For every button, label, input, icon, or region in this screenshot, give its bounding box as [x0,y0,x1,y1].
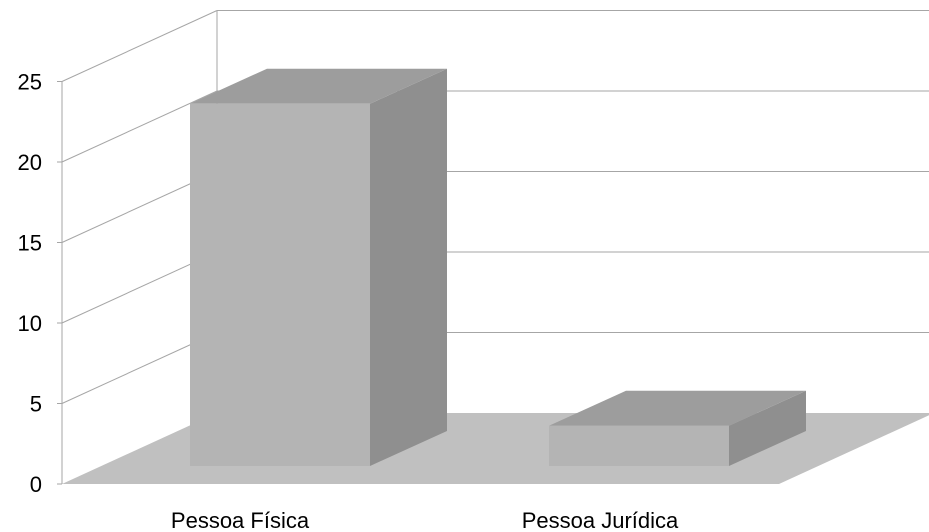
x-category-label-pessoa-juridica: Pessoa Jurídica [522,508,679,532]
y-tick-label-25: 25 [18,70,42,95]
bar-top-face [549,390,806,426]
bar-pessoa-juridica [549,390,806,466]
bar-side-face [370,68,447,466]
bar-side-face [729,390,806,466]
y-tick-label-5: 5 [30,392,42,417]
x-category-label-pessoa-fisica: Pessoa Física [171,508,310,532]
y-tick-label-20: 20 [18,150,42,175]
side-gridline-20 [61,90,218,163]
bar-pessoa-fisica [190,68,447,466]
y-tick-label-15: 15 [18,231,42,256]
bar-front-face [549,425,729,466]
y-tick-label-10: 10 [18,311,42,336]
bar-front-face [190,103,370,466]
y-tick-label-0: 0 [30,472,42,497]
side-gridline-25 [61,10,218,82]
bar-top-face [190,68,447,104]
